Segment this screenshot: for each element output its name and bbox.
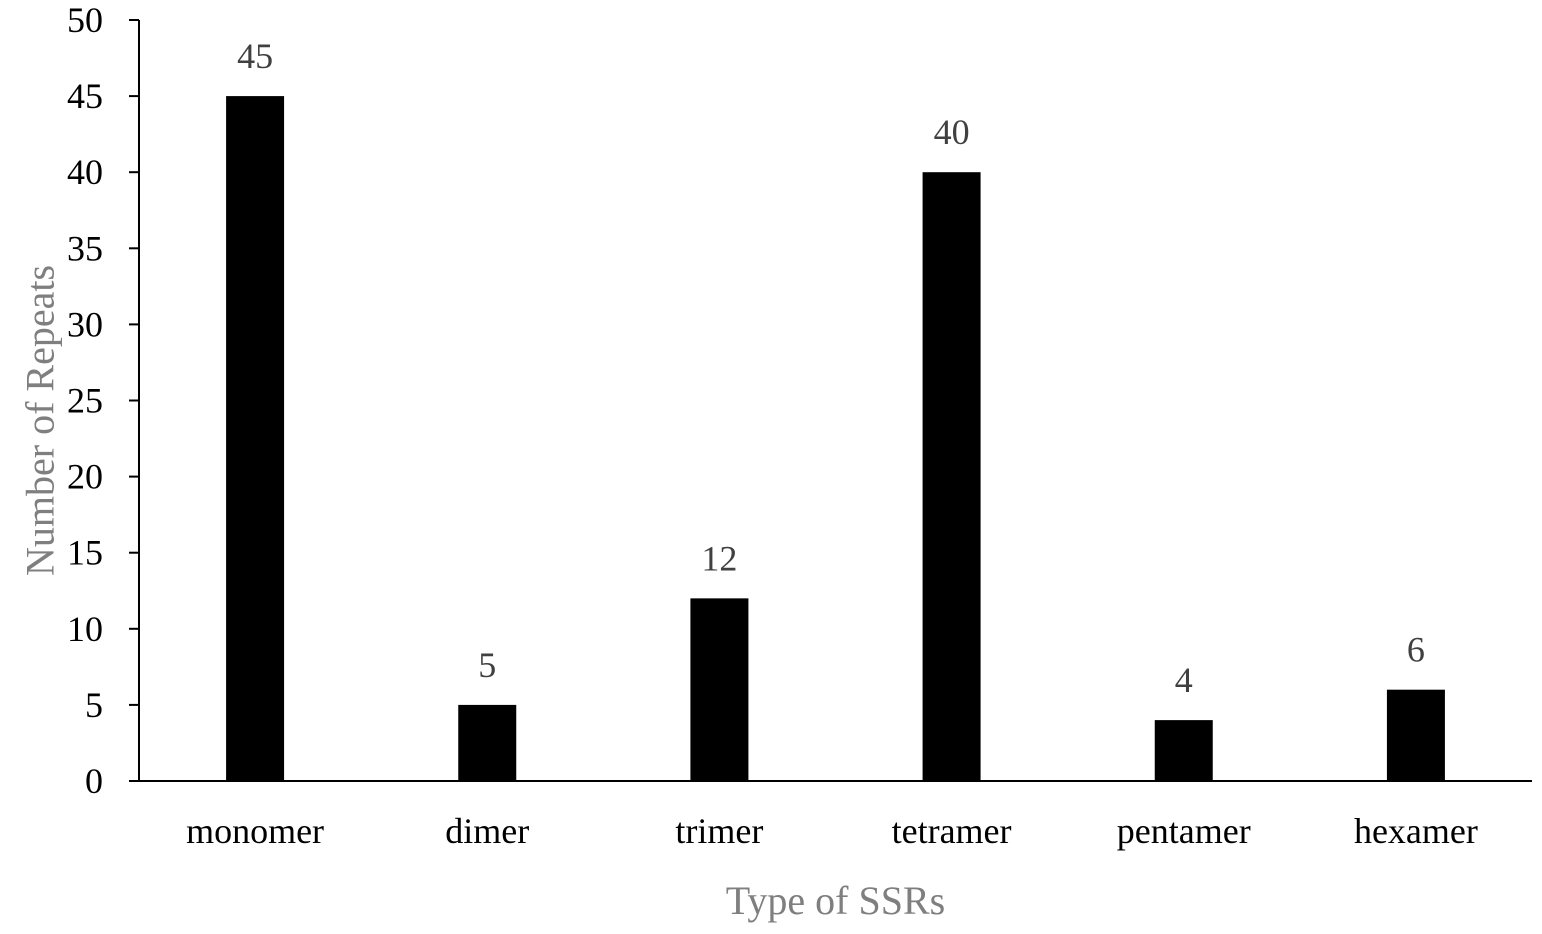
y-tick-label: 50: [67, 0, 103, 40]
bar-monomer: [226, 96, 285, 782]
bar-hexamer: [1386, 689, 1445, 781]
data-label-pentamer: 4: [1175, 660, 1193, 700]
bars: [226, 96, 1445, 782]
bar-pentamer: [1154, 720, 1213, 781]
data-label-tetramer: 40: [934, 112, 970, 152]
data-label-trimer: 12: [701, 538, 737, 578]
category-label-dimer: dimer: [445, 811, 529, 851]
y-tick-label: 20: [67, 457, 103, 497]
bar-tetramer: [922, 172, 981, 781]
data-label-monomer: 45: [237, 36, 273, 76]
y-axis-title: Number of Repeats: [18, 265, 63, 576]
category-label-trimer: trimer: [675, 811, 763, 851]
y-tick-label: 45: [67, 76, 103, 116]
y-tick-label: 40: [67, 152, 103, 192]
y-tick-label: 0: [85, 761, 103, 801]
data-labels: 45 5 12 40 4 6: [237, 36, 1425, 700]
y-axis-ticks: 0 5 10 15 20 25 30 35 40 45 50: [67, 0, 139, 801]
y-tick-label: 15: [67, 533, 103, 573]
x-axis-category-labels: monomer dimer trimer tetramer pentamer hexame…: [186, 811, 1478, 851]
category-label-pentamer: pentamer: [1117, 811, 1251, 851]
category-label-monomer: monomer: [186, 811, 324, 851]
category-label-tetramer: tetramer: [892, 811, 1012, 851]
y-tick-label: 30: [67, 304, 103, 344]
y-tick-label: 35: [67, 228, 103, 268]
bar-trimer: [690, 598, 749, 781]
y-tick-label: 10: [67, 609, 103, 649]
x-axis-title: Type of SSRs: [726, 878, 945, 923]
data-label-dimer: 5: [478, 645, 496, 685]
data-label-hexamer: 6: [1407, 630, 1425, 670]
y-tick-label: 5: [85, 685, 103, 725]
y-tick-label: 25: [67, 381, 103, 421]
category-label-hexamer: hexamer: [1354, 811, 1478, 851]
bar-dimer: [458, 704, 517, 781]
